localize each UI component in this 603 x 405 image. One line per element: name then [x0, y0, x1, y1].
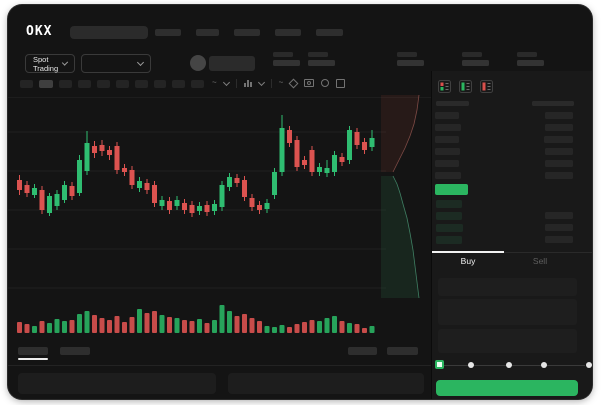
slider-stop-dot[interactable] [586, 362, 592, 368]
slider-stop-dot[interactable] [468, 362, 474, 368]
chart-toolbar: ~ ~ [212, 76, 346, 90]
timeframe-chip[interactable] [154, 80, 166, 88]
timeframe-chip[interactable] [191, 80, 204, 88]
divider [270, 78, 272, 88]
nav-item[interactable] [316, 29, 343, 36]
timeframe-chip[interactable] [135, 80, 148, 88]
orderbook-panel: Buy Sell [431, 71, 592, 399]
ticker-stat [397, 52, 424, 66]
order-input-field[interactable] [438, 329, 577, 353]
timeframe-chip[interactable] [59, 80, 72, 88]
orderbook-asks-view-icon[interactable] [480, 80, 493, 93]
ticker-stat [462, 52, 489, 66]
orderbook-header-left [436, 101, 469, 106]
timeframe-chip[interactable] [116, 80, 129, 88]
timeframe-row [20, 78, 204, 90]
nav-item[interactable] [155, 29, 181, 36]
toolbar-divider [8, 97, 431, 98]
nav-item[interactable] [234, 29, 260, 36]
buy-button[interactable] [436, 380, 578, 396]
settings-icon[interactable] [321, 79, 330, 87]
ticker-stat [517, 52, 544, 66]
buy-sell-divider [432, 252, 592, 253]
pair-select[interactable] [81, 54, 151, 73]
history-action-button[interactable] [387, 347, 418, 355]
ask-row[interactable] [432, 124, 592, 132]
bid-row[interactable] [432, 236, 592, 245]
pair-title-placeholder [209, 56, 255, 71]
timeframe-chip[interactable] [78, 80, 91, 88]
nav-item[interactable] [275, 29, 301, 36]
slider-stop-dot[interactable] [541, 362, 547, 368]
bid-row[interactable] [432, 224, 592, 233]
ticker-stat [308, 52, 335, 66]
price-chart[interactable] [8, 71, 431, 399]
last-price-badge [435, 184, 468, 195]
ticker-stat [273, 52, 300, 66]
timeframe-chip[interactable] [172, 80, 185, 88]
ask-row[interactable] [432, 172, 592, 180]
market-type-label: Spot Trading [33, 54, 59, 73]
tab-buy[interactable]: Buy [460, 256, 476, 266]
fullscreen-icon[interactable] [336, 78, 346, 88]
market-type-select[interactable]: Spot Trading [25, 54, 75, 73]
chart-section: ~ ~ [8, 71, 431, 399]
ask-row[interactable] [432, 136, 592, 144]
timeframe-chip[interactable] [97, 80, 110, 88]
top-nav [155, 29, 343, 36]
drawing-tools-icon[interactable]: ~ [278, 78, 284, 87]
orderbook-header-right [532, 101, 574, 106]
ask-row[interactable] [432, 148, 592, 156]
coin-icon [190, 55, 206, 71]
nav-item[interactable] [196, 29, 219, 36]
bid-row[interactable] [432, 212, 592, 221]
active-tab-underline [18, 358, 48, 360]
tabs-divider [8, 365, 431, 366]
orders-panel-left [18, 373, 216, 394]
chevron-down-icon [136, 58, 145, 67]
line-type-select[interactable]: ~ [212, 78, 217, 87]
orderbook-bids-view-icon[interactable] [459, 80, 472, 93]
ask-row[interactable] [432, 160, 592, 168]
buy-tab-underline [432, 251, 504, 253]
app-window: OKX Spot Trading ~ ~ [8, 5, 592, 399]
timeframe-chip[interactable] [20, 80, 33, 88]
order-input-field[interactable] [438, 278, 577, 296]
timeframe-chip[interactable] [39, 80, 53, 88]
slider-stop-dot[interactable] [506, 362, 512, 368]
history-tab[interactable] [18, 347, 48, 355]
camera-icon[interactable] [304, 79, 315, 87]
slider-handle[interactable] [435, 360, 444, 369]
ask-row[interactable] [432, 112, 592, 120]
orders-panel-right [228, 373, 424, 394]
history-tab[interactable] [60, 347, 90, 355]
order-input-field[interactable] [438, 299, 577, 325]
tab-sell[interactable]: Sell [532, 256, 548, 266]
orderbook-combined-view-icon[interactable] [438, 80, 451, 93]
orderbook-view-icons [438, 80, 493, 93]
bid-row[interactable] [432, 200, 592, 209]
chevron-down-icon [61, 59, 69, 66]
divider [235, 78, 237, 88]
search-input[interactable] [70, 26, 148, 39]
okx-logo[interactable]: OKX [26, 24, 53, 39]
history-action-button[interactable] [348, 347, 377, 355]
indicators-icon[interactable] [243, 79, 252, 87]
